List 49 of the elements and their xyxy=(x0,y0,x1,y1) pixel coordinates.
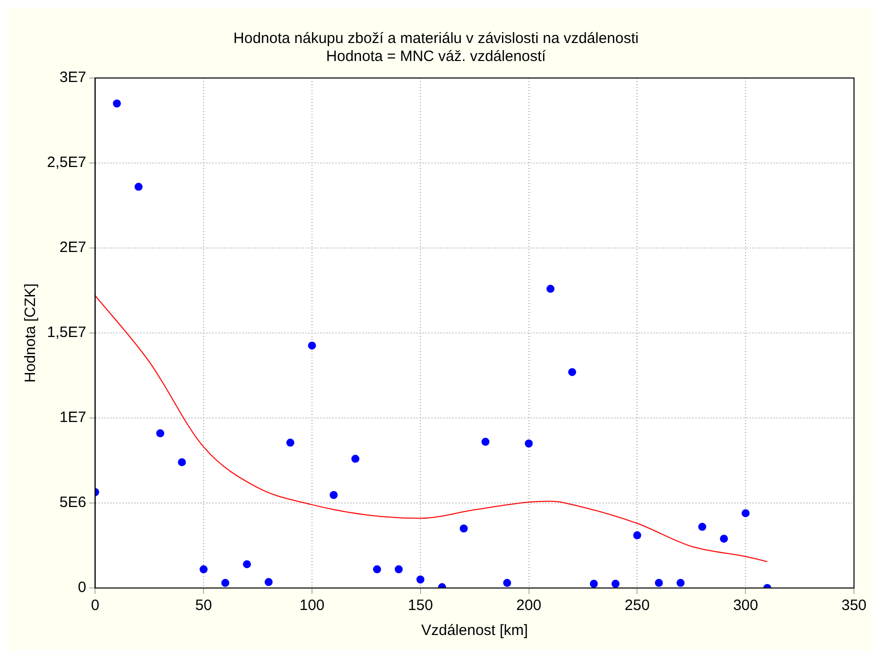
y-tick-label: 3E7 xyxy=(59,69,86,86)
point xyxy=(264,578,273,586)
y-tick-label: 5E6 xyxy=(59,494,86,512)
y-tick-label: 2,5E7 xyxy=(46,154,86,172)
point xyxy=(221,578,230,587)
point xyxy=(481,438,490,446)
point xyxy=(612,580,620,588)
point xyxy=(416,576,424,584)
x-tick-label: 50 xyxy=(195,597,212,614)
y-tick-label: 0 xyxy=(78,579,86,596)
point xyxy=(308,342,316,350)
point xyxy=(178,458,186,466)
line-series xyxy=(95,295,768,562)
x-tick-label: 200 xyxy=(516,597,542,614)
point xyxy=(546,284,554,293)
point xyxy=(460,524,468,532)
point xyxy=(742,509,750,518)
point xyxy=(286,438,294,447)
point xyxy=(654,578,663,587)
point xyxy=(134,182,143,191)
point xyxy=(524,440,533,448)
point xyxy=(698,522,706,531)
point xyxy=(373,565,382,574)
x-axis-title: Vzdálenost [km] xyxy=(421,622,528,640)
chart-title: Hodnota nákupu zboží a materiálu v závislosti na vzdálenosti xyxy=(233,30,639,48)
point xyxy=(720,534,728,543)
y-tick-label: 1,5E7 xyxy=(46,324,86,342)
y-tick-label: 2E7 xyxy=(59,239,86,256)
point xyxy=(676,578,685,587)
x-tick-label: 300 xyxy=(733,597,758,614)
x-tick-label: 250 xyxy=(624,597,650,614)
point xyxy=(503,578,512,587)
point xyxy=(200,565,208,574)
point xyxy=(568,368,576,376)
chart-subtitle: Hodnota = MNC váž. vzdáleností xyxy=(326,48,547,66)
point xyxy=(242,560,251,568)
point xyxy=(590,580,598,588)
point xyxy=(112,100,121,108)
y-axis-title: Hodnota [CZK] xyxy=(22,283,40,383)
point xyxy=(330,491,338,500)
x-tick-label: 100 xyxy=(299,597,325,614)
x-tick-label: 350 xyxy=(841,597,867,614)
x-tick-label: 150 xyxy=(408,597,433,614)
point xyxy=(394,565,403,574)
point xyxy=(633,531,642,540)
y-tick-label: 1E7 xyxy=(59,409,86,426)
x-tick-label: 0 xyxy=(91,597,100,614)
point xyxy=(351,454,360,463)
point xyxy=(156,429,164,438)
